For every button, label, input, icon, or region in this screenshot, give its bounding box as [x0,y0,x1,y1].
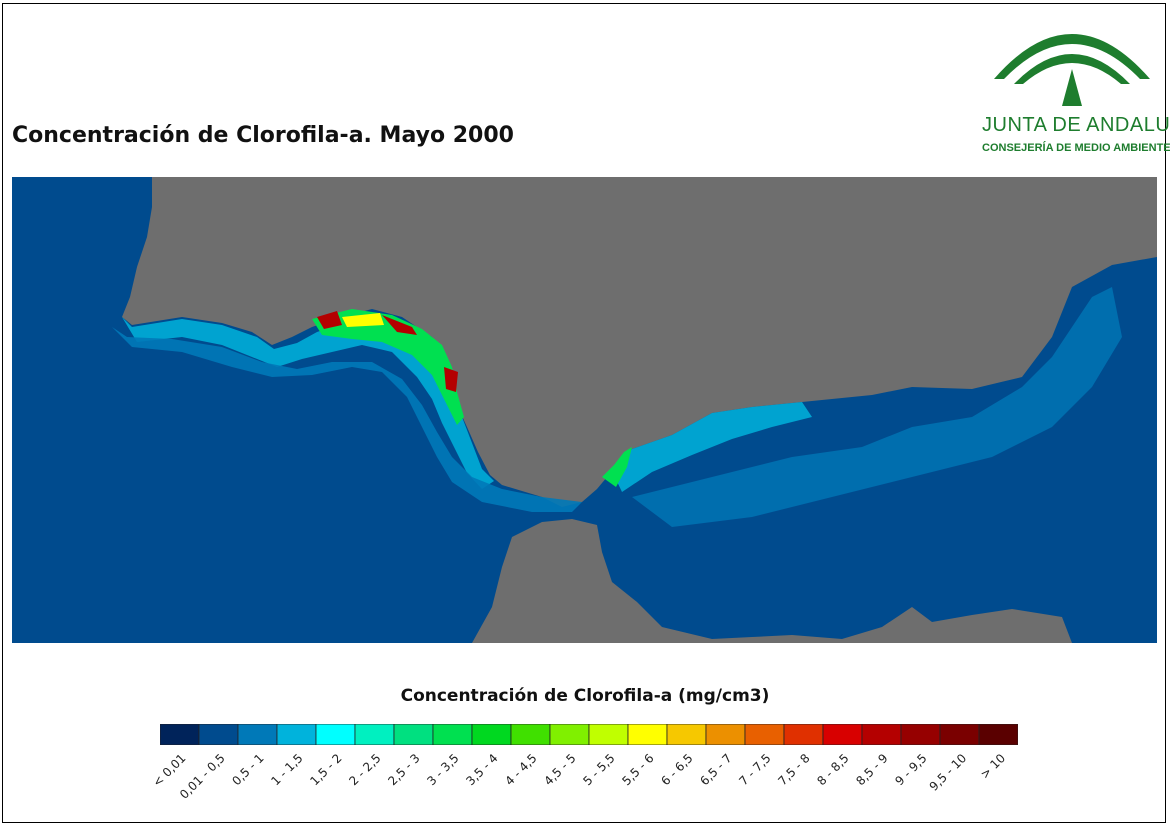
map-coastal-light-west [112,327,582,512]
legend-swatch [588,724,629,745]
legend-swatch [666,724,707,745]
legend-swatch [783,724,824,745]
legend-swatch [471,724,512,745]
legend-swatch [705,724,746,745]
figure-frame [2,3,1166,823]
junta-de-andalucia-logo: JUNTA DE ANDALUCIA CONSEJERÍA DE MEDIO A… [982,14,1170,164]
legend-swatch [744,724,785,745]
map-coastal-band [122,315,494,489]
legend-swatch [160,724,200,745]
legend-swatch [354,724,395,745]
map-land-iberia [122,177,1157,507]
legend-swatch [627,724,668,745]
legend-swatch [510,724,551,745]
legend-swatch [237,724,278,745]
legend-swatch [861,724,902,745]
map-land-africa [472,519,1072,643]
legend-title: Concentración de Clorofila-a (mg/cm3) [400,686,770,706]
map-coastal-green [312,309,464,425]
legend-swatch [822,724,863,745]
legend-color-bar [160,724,1018,745]
legend-swatch [432,724,473,745]
legend-swatch [393,724,434,745]
map-coastal-yellow [342,313,384,327]
map-eastern-mid [632,287,1122,527]
legend-swatch [900,724,941,745]
logo-line1: JUNTA DE ANDALUCIA [982,114,1170,136]
legend-swatch [276,724,317,745]
map-coastal-red [317,311,458,392]
legend-swatch [978,724,1018,745]
map-coastal-green-east [602,447,632,487]
legend-swatch [939,724,980,745]
legend-swatch [198,724,239,745]
logo-line2: CONSEJERÍA DE MEDIO AMBIENTE [982,142,1170,154]
legend-swatch [315,724,356,745]
map-coastal-band-east [612,402,812,492]
legend-swatch [549,724,590,745]
chlorophyll-map [12,177,1157,643]
logo-arcs-icon [994,34,1150,106]
map-title: Concentración de Clorofila-a. Mayo 2000 [12,123,514,148]
